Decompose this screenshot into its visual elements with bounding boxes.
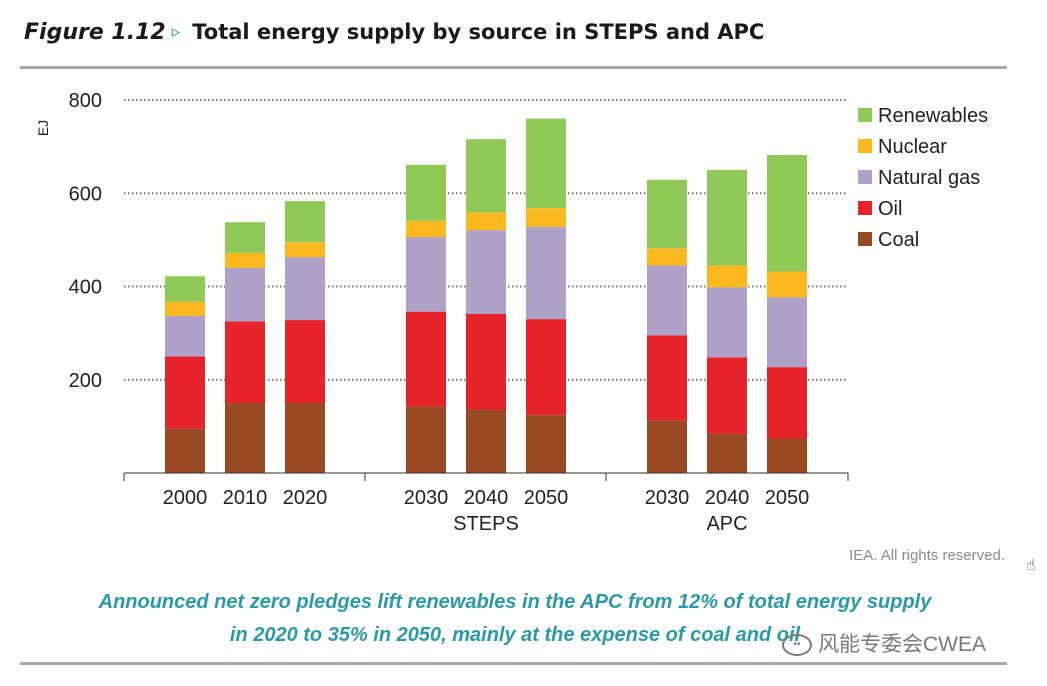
bar-oil-steps-2050 — [526, 319, 566, 416]
bar-oil-historical-2020 — [285, 320, 325, 404]
bar-renewables-steps-2050 — [526, 118, 566, 209]
x-tick-label: 2050 — [765, 487, 810, 509]
group-label-apc: APC — [706, 513, 747, 535]
x-tick-label: 2020 — [283, 487, 328, 509]
y-tick-label: 200 — [69, 370, 102, 392]
bar-renewables-historical-2000 — [165, 276, 205, 302]
x-tick-label: 2050 — [524, 487, 569, 509]
legend-label-nuclear: Nuclear — [878, 136, 947, 158]
group-label-steps: STEPS — [453, 513, 519, 535]
x-tick-label: 2030 — [404, 487, 449, 509]
bar-natural-gas-historical-2010 — [225, 267, 265, 322]
watermark-text: 风能专委会CWEA — [818, 633, 986, 656]
bar-renewables-apc-2050 — [767, 155, 807, 272]
legend-label-natural-gas: Natural gas — [878, 167, 980, 189]
bar-coal-steps-2040 — [466, 409, 506, 473]
bar-nuclear-historical-2000 — [165, 301, 205, 316]
hand-cursor-icon: ☝ — [1026, 557, 1036, 574]
bar-natural-gas-historical-2000 — [165, 315, 205, 357]
footer-divider — [20, 662, 1007, 665]
bar-oil-apc-2030 — [647, 335, 687, 421]
credit-text: IEA. All rights reserved. — [849, 547, 1005, 564]
bar-nuclear-apc-2050 — [767, 271, 807, 298]
legend-swatch-renewables — [858, 108, 872, 122]
chart-bars — [165, 118, 807, 473]
legend-label-renewables: Renewables — [878, 105, 988, 127]
bar-nuclear-apc-2040 — [707, 265, 747, 288]
x-tick-label: 2000 — [163, 487, 208, 509]
bar-natural-gas-apc-2030 — [647, 265, 687, 336]
bar-nuclear-steps-2050 — [526, 208, 566, 227]
chart-legend: Renewables Nuclear Natural gas Oil Coal — [858, 105, 988, 251]
bar-nuclear-apc-2030 — [647, 248, 687, 266]
legend-label-coal: Coal — [878, 229, 919, 251]
bar-oil-steps-2040 — [466, 314, 506, 410]
bar-oil-apc-2050 — [767, 367, 807, 439]
bar-natural-gas-steps-2050 — [526, 226, 566, 320]
wechat-watermark: •• 风能专委会CWEA — [782, 628, 986, 658]
bar-coal-historical-2020 — [285, 403, 325, 473]
y-axis-label: EJ — [35, 120, 51, 136]
wechat-icon: •• — [782, 634, 812, 657]
y-tick-label: 600 — [69, 183, 102, 205]
bar-natural-gas-steps-2040 — [466, 230, 506, 315]
legend-label-oil: Oil — [878, 198, 902, 220]
x-tick-label: 2040 — [705, 487, 750, 509]
y-tick-label: 800 — [69, 90, 102, 112]
header-divider — [20, 66, 1007, 69]
bar-oil-steps-2030 — [406, 311, 446, 407]
bar-natural-gas-apc-2040 — [707, 287, 747, 358]
bar-oil-historical-2010 — [225, 321, 265, 404]
bar-renewables-apc-2040 — [707, 169, 747, 266]
bar-natural-gas-historical-2020 — [285, 257, 325, 321]
bar-coal-historical-2000 — [165, 428, 205, 473]
bar-coal-historical-2010 — [225, 403, 265, 473]
figure-label: Figure 1.12 — [24, 20, 166, 45]
y-tick-label: 400 — [69, 277, 102, 299]
x-tick-label: 2010 — [223, 487, 268, 509]
bar-coal-steps-2030 — [406, 406, 446, 473]
bar-oil-historical-2000 — [165, 356, 205, 429]
legend-swatch-coal — [858, 232, 872, 246]
bar-oil-apc-2040 — [707, 357, 747, 434]
bar-nuclear-steps-2040 — [466, 212, 506, 231]
x-tick-label: 2040 — [464, 487, 509, 509]
bar-renewables-apc-2030 — [647, 179, 687, 249]
bar-renewables-historical-2010 — [225, 222, 265, 253]
caption-line-2: in 2020 to 35% in 2050, mainly at the ex… — [229, 624, 801, 646]
legend-swatch-natural-gas — [858, 170, 872, 184]
legend-swatch-oil — [858, 201, 872, 215]
bar-renewables-historical-2020 — [285, 201, 325, 243]
figure-title: Total energy supply by source in STEPS a… — [192, 20, 765, 44]
caption-line-1: Announced net zero pledges lift renewabl… — [98, 591, 932, 613]
x-tick-label: 2030 — [645, 487, 690, 509]
bar-nuclear-historical-2010 — [225, 252, 265, 268]
bar-coal-apc-2030 — [647, 420, 687, 473]
bar-nuclear-steps-2030 — [406, 220, 446, 238]
bar-renewables-steps-2030 — [406, 164, 446, 221]
bar-natural-gas-steps-2030 — [406, 237, 446, 312]
bar-coal-apc-2040 — [707, 433, 747, 473]
bar-nuclear-historical-2020 — [285, 242, 325, 258]
bar-coal-steps-2050 — [526, 415, 566, 473]
bar-coal-apc-2050 — [767, 438, 807, 473]
play-arrow-icon: ▹ — [171, 22, 181, 41]
bar-renewables-steps-2040 — [466, 139, 506, 213]
legend-swatch-nuclear — [858, 139, 872, 153]
figure-header: Figure 1.12 ▹ Total energy supply by sourc… — [24, 20, 764, 45]
bar-natural-gas-apc-2050 — [767, 297, 807, 368]
